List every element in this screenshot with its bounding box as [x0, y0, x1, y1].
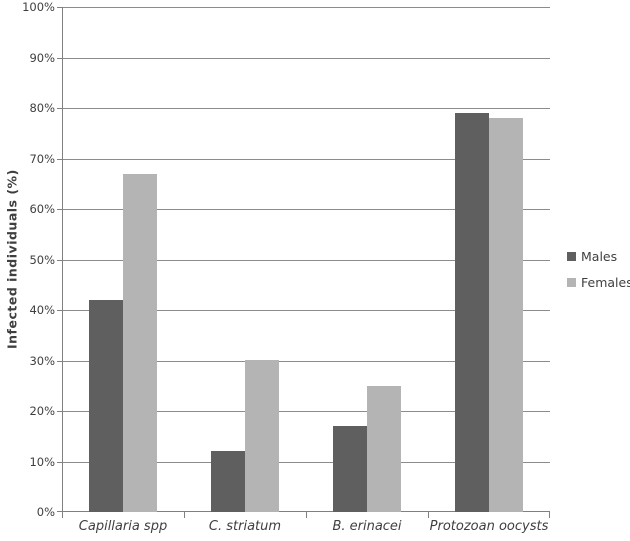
- y-axis-line: [62, 7, 63, 512]
- gridline-20%: [62, 411, 550, 412]
- legend: Males Females: [567, 249, 630, 301]
- y-tick-mark-10%: [57, 461, 62, 463]
- y-tick-label-0%: 0%: [36, 505, 55, 519]
- bar-males-1: [89, 300, 123, 512]
- x-tick-mark: [306, 512, 307, 518]
- y-tick-mark-80%: [57, 108, 62, 109]
- gridline-90%: [62, 57, 550, 59]
- y-tick-mark-60%: [57, 209, 62, 210]
- gridline-70%: [62, 158, 550, 160]
- y-tick-mark-100%: [57, 7, 62, 8]
- gridline-60%: [62, 209, 550, 210]
- y-tick-mark-0%: [57, 511, 62, 512]
- bar-females-3: [367, 386, 401, 512]
- y-tick-label-20%: 20%: [29, 404, 55, 418]
- y-tick-label-60%: 60%: [29, 202, 55, 216]
- y-tick-mark-20%: [57, 411, 62, 412]
- y-tick-mark-40%: [57, 310, 62, 311]
- y-tick-label-40%: 40%: [29, 303, 55, 317]
- legend-item-males: Males: [567, 249, 630, 264]
- category-group: [306, 7, 428, 512]
- gridline-10%: [62, 461, 550, 463]
- bar-males-2: [211, 451, 245, 512]
- gridline-30%: [62, 360, 550, 362]
- bar-females-1: [123, 174, 157, 512]
- y-tick-mark-90%: [57, 57, 62, 59]
- x-tick-mark: [428, 512, 429, 518]
- gridline-100%: [62, 7, 550, 8]
- y-tick-label-30%: 30%: [29, 353, 55, 368]
- category-group: [184, 7, 306, 512]
- legend-label: Females: [581, 275, 630, 290]
- category-group: [62, 7, 184, 512]
- y-tick-label-50%: 50%: [29, 252, 55, 267]
- x-category-label: Capillaria spp: [78, 519, 168, 534]
- x-tick-mark: [62, 512, 63, 518]
- y-tick-label-100%: 100%: [22, 0, 55, 14]
- legend-label: Males: [581, 249, 618, 264]
- y-tick-label-10%: 10%: [29, 454, 55, 469]
- x-tick-mark: [549, 512, 550, 518]
- x-category-label: B. erinacei: [332, 519, 402, 534]
- bar-females-2: [245, 360, 279, 512]
- gridline-50%: [62, 259, 550, 261]
- y-axis-tick-labels: 0% 10% 20% 30% 40% 50% 60% 70% 80% 90% 100%: [0, 0, 55, 519]
- x-tick-mark: [184, 512, 185, 518]
- y-tick-mark-50%: [57, 259, 62, 261]
- bar-males-3: [333, 426, 367, 512]
- category-group: [428, 7, 550, 512]
- gridline-80%: [62, 108, 550, 109]
- y-tick-mark-70%: [57, 158, 62, 160]
- y-tick-mark-30%: [57, 360, 62, 362]
- legend-swatch-icon: [567, 278, 576, 287]
- y-tick-label-70%: 70%: [29, 151, 55, 166]
- legend-swatch-icon: [567, 252, 576, 261]
- x-axis-line: [62, 511, 550, 512]
- gridline-40%: [62, 310, 550, 311]
- bar-females-4: [489, 118, 523, 512]
- y-tick-label-80%: 80%: [29, 101, 55, 115]
- x-category-label: Protozoan oocysts: [429, 519, 549, 534]
- legend-item-females: Females: [567, 275, 630, 290]
- y-tick-label-90%: 90%: [29, 50, 55, 65]
- x-axis-category-labels: Capillaria spp C. striatum B. erinacei Prot…: [62, 519, 550, 539]
- bar-males-4: [455, 113, 489, 512]
- x-category-label: C. striatum: [208, 519, 282, 534]
- plot-area: [57, 7, 550, 518]
